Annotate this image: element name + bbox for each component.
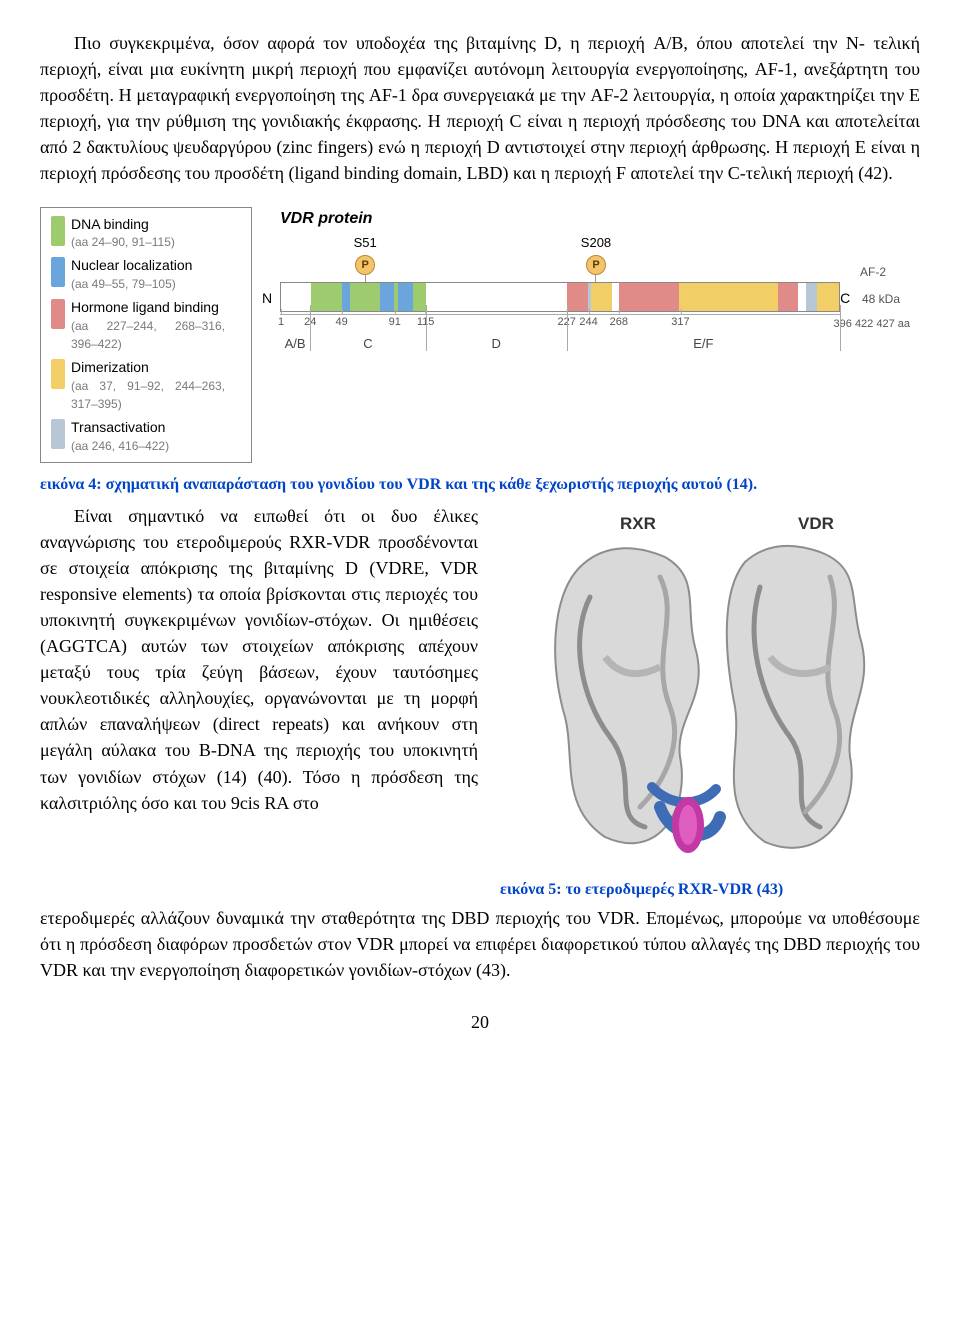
protein-segment <box>619 283 679 311</box>
protein-bar: Hinge region <box>280 282 840 312</box>
figure-4-caption: εικόνα 4: σχηματική αναπαράσταση του γον… <box>40 473 920 496</box>
domain-divider <box>310 305 311 351</box>
legend-item-nls: Nuclear localization (aa 49–55, 79–105) <box>51 257 241 293</box>
legend-item-hormone: Hormone ligand binding (aa 227–244, 268–3… <box>51 299 241 353</box>
protein-segment <box>426 283 567 311</box>
protein-segment <box>350 283 380 311</box>
tick-244: 244 <box>579 315 597 331</box>
domain-divider <box>426 305 427 351</box>
protein-segment <box>281 283 311 311</box>
aa-ticks: 396 422 427 aa 1244991115227244268317 <box>280 314 840 333</box>
phos-s208: S208P <box>581 234 611 283</box>
legend-title: Nuclear localization <box>71 257 192 273</box>
legend-item-dimer: Dimerization (aa 37, 91–92, 244–263, 317–… <box>51 359 241 413</box>
protein-diagram: VDR protein S51P S208P N C 48 kDa AF-2 Hi… <box>252 207 920 357</box>
page-number: 20 <box>40 1009 920 1035</box>
figure-5: RXR VDR εικόνα <box>500 507 920 901</box>
swatch-dna <box>51 216 65 246</box>
protein-segment <box>778 283 799 311</box>
domain-divider <box>840 305 841 351</box>
protein-segment <box>591 283 612 311</box>
tick-91: 91 <box>389 315 401 331</box>
tick-268: 268 <box>610 315 628 331</box>
domain-label-ab: A/B <box>285 335 306 354</box>
domain-labels: A/B C D E/F <box>280 333 840 357</box>
protein-segment <box>679 283 778 311</box>
tick-1: 1 <box>278 315 284 331</box>
legend-aa: (aa 37, 91–92, 244–263, 317–395) <box>71 379 225 411</box>
tick-317: 317 <box>671 315 689 331</box>
figure-4: DNA binding (aa 24–90, 91–115) Nuclear loc… <box>40 207 920 464</box>
c-terminus-label: C 48 kDa <box>840 288 900 308</box>
aa-end-label: 396 422 427 aa <box>834 317 910 333</box>
legend-item-dna: DNA binding (aa 24–90, 91–115) <box>51 216 241 252</box>
rxr-vdr-structure: RXR VDR <box>510 507 910 867</box>
protein-segment <box>817 283 839 311</box>
domain-label-d: D <box>491 335 500 354</box>
protein-segment <box>806 283 817 311</box>
protein-segment <box>342 283 350 311</box>
figure-5-caption: εικόνα 5: το ετεροδιμερές RXR-VDR (43) <box>500 878 920 901</box>
legend-title: DNA binding <box>71 216 149 232</box>
rxr-label: RXR <box>620 514 656 533</box>
legend-title: Transactivation <box>71 419 165 435</box>
vdr-protein-title: VDR protein <box>280 207 920 230</box>
protein-segment <box>612 283 619 311</box>
swatch-hormone <box>51 299 65 329</box>
legend-title: Hormone ligand binding <box>71 299 219 315</box>
n-terminus-label: N <box>262 288 272 308</box>
af2-label: AF-2 <box>860 264 886 281</box>
legend-aa: (aa 24–90, 91–115) <box>71 235 175 249</box>
protein-segment <box>413 283 426 311</box>
legend-item-trans: Transactivation (aa 246, 416–422) <box>51 419 241 455</box>
swatch-nls <box>51 257 65 287</box>
protein-segment <box>311 283 342 311</box>
legend: DNA binding (aa 24–90, 91–115) Nuclear loc… <box>40 207 252 464</box>
protein-segment <box>567 283 589 311</box>
swatch-dimer <box>51 359 65 389</box>
legend-aa: (aa 227–244, 268–316, 396–422) <box>71 319 225 351</box>
legend-aa: (aa 49–55, 79–105) <box>71 277 176 291</box>
phos-s51: S51P <box>354 234 377 283</box>
legend-aa: (aa 246, 416–422) <box>71 439 169 453</box>
protein-segment <box>398 283 413 311</box>
protein-segment <box>798 283 805 311</box>
body-paragraph-1: Πιο συγκεκριμένα, όσον αφορά τον υποδοχέ… <box>40 30 920 187</box>
body-paragraph-2b: ετεροδιμερές αλλάζουν δυναμικά την σταθε… <box>40 905 920 983</box>
protein-segment <box>380 283 393 311</box>
swatch-trans <box>51 419 65 449</box>
domain-divider <box>567 305 568 351</box>
phosphorylation-row: S51P S208P <box>280 234 920 282</box>
vdr-label: VDR <box>798 514 834 533</box>
domain-label-c: C <box>363 335 372 354</box>
domain-label-ef: E/F <box>693 335 713 354</box>
tick-49: 49 <box>335 315 347 331</box>
legend-title: Dimerization <box>71 359 149 375</box>
